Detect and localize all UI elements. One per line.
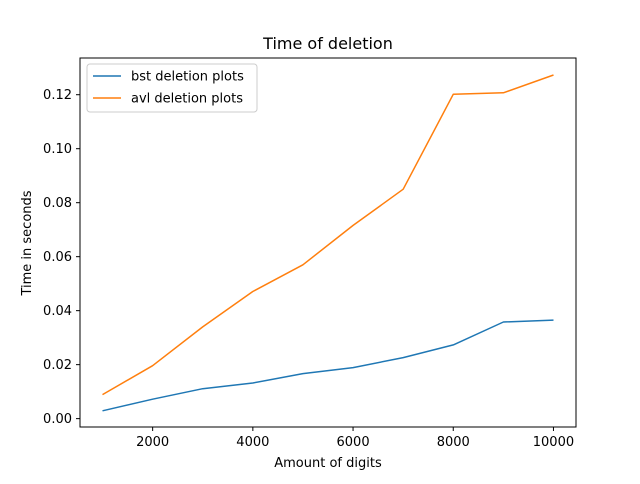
axes-frame: [79, 57, 577, 428]
legend-box: [86, 63, 258, 113]
series-line-avl: [102, 74, 554, 396]
series-lines: [102, 74, 554, 412]
y-tick-label: 0.04: [43, 304, 72, 319]
legend-label-avl: avl deletion plots: [131, 92, 243, 107]
y-tick-label: 0.12: [43, 88, 72, 103]
x-tick-label: 10000: [533, 435, 574, 450]
y-tick-label: 0.08: [43, 196, 72, 211]
series-line-bst: [102, 319, 554, 412]
x-tick-label: 8000: [437, 435, 470, 450]
x-tick-label: 2000: [136, 435, 169, 450]
y-axis-label: Time in seconds: [20, 190, 35, 296]
y-tick-label: 0.02: [43, 358, 72, 373]
legend-label-bst: bst deletion plots: [131, 70, 244, 85]
legend: bst deletion plots avl deletion plots: [86, 63, 258, 113]
y-tick-label: 0.10: [43, 142, 72, 157]
x-tick-label: 6000: [337, 435, 370, 450]
y-axis-ticks: 0.00 0.02 0.04 0.06 0.08 0.10 0.12: [43, 88, 80, 427]
chart-title: Time of deletion: [262, 34, 393, 53]
y-tick-label: 0.06: [43, 250, 72, 265]
x-tick-label: 4000: [236, 435, 269, 450]
x-axis-ticks: 2000 4000 6000 8000 10000: [136, 427, 574, 450]
x-axis-label: Amount of digits: [274, 456, 382, 471]
y-tick-label: 0.00: [43, 412, 72, 427]
